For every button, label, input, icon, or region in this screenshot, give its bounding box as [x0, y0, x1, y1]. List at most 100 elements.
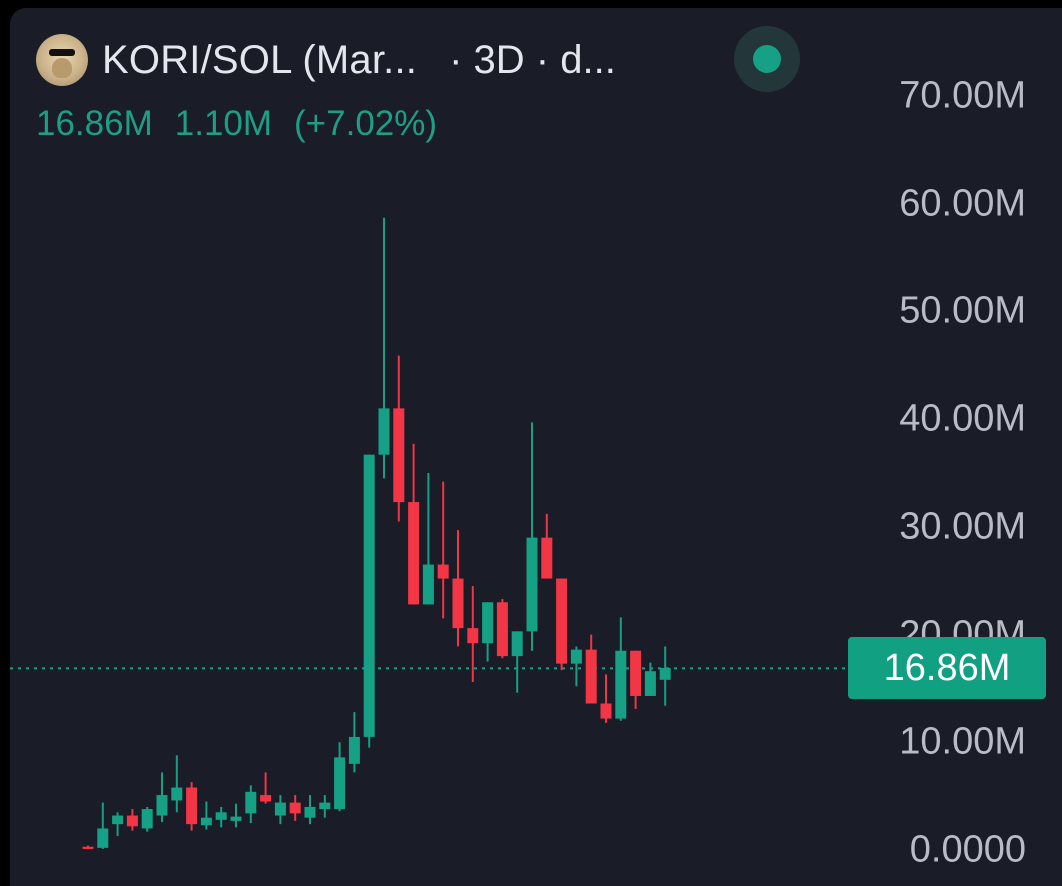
candle[interactable] [378, 217, 390, 479]
candle-body [334, 757, 346, 810]
candle[interactable] [215, 806, 227, 828]
change-value: 1.10M [174, 104, 273, 143]
current-price-tag: 16.86M [848, 637, 1046, 699]
candle-body [526, 537, 538, 632]
candle[interactable] [97, 802, 109, 849]
candle[interactable] [319, 795, 331, 818]
candle-body [126, 815, 138, 827]
candle-body [378, 408, 390, 455]
candle[interactable] [126, 809, 138, 831]
y-tick-label: 0.0000 [909, 828, 1026, 871]
candle-body [200, 817, 212, 826]
candle[interactable] [467, 586, 479, 682]
candle[interactable] [393, 355, 405, 522]
pair-title[interactable]: KORI/SOL (Mar... [102, 37, 418, 82]
candle-body [437, 564, 449, 579]
candle[interactable] [644, 662, 656, 696]
candle-body [422, 564, 434, 605]
candle[interactable] [112, 812, 124, 836]
candle[interactable] [334, 742, 346, 812]
candle[interactable] [171, 755, 183, 813]
candle[interactable] [186, 782, 198, 831]
candle[interactable] [260, 772, 272, 804]
candle-body [570, 649, 582, 664]
candle-body [393, 408, 405, 503]
candle[interactable] [437, 481, 449, 619]
candle-body [260, 795, 272, 802]
candle-body [363, 454, 375, 737]
candle[interactable] [274, 795, 286, 825]
candle[interactable] [541, 513, 553, 579]
candle-body [496, 602, 508, 657]
candle[interactable] [585, 634, 597, 704]
candle[interactable] [511, 631, 523, 693]
candle[interactable] [348, 712, 360, 773]
candle-body [112, 815, 124, 825]
chart-panel [10, 8, 1062, 886]
candle-body [304, 806, 316, 818]
candle-body [245, 791, 257, 814]
price-stats: 16.86M 1.10M (+7.02%) [36, 104, 437, 144]
chart-header: KORI/SOL (Mar... · 3D · d... [36, 30, 616, 90]
candle[interactable] [496, 599, 508, 659]
change-percent: (+7.02%) [294, 104, 438, 143]
candle-body [82, 846, 94, 849]
candle[interactable] [200, 801, 212, 830]
y-tick-label: 50.00M [899, 289, 1026, 332]
candle-body [600, 703, 612, 719]
candle-body [659, 667, 671, 680]
candle[interactable] [245, 785, 257, 824]
candle-body [452, 578, 464, 629]
y-tick-label: 30.00M [899, 505, 1026, 548]
candle-body [615, 650, 627, 719]
last-value: 16.86M [36, 104, 153, 143]
candle[interactable] [659, 646, 671, 706]
candle-body [289, 802, 301, 814]
interval-meta[interactable]: · 3D · d... [449, 37, 616, 82]
candle-body [556, 578, 568, 664]
candle-body [97, 828, 109, 848]
candle[interactable] [422, 473, 434, 605]
candle[interactable] [230, 803, 242, 828]
candle-body [186, 787, 198, 825]
candle-body [141, 809, 153, 829]
y-tick-label: 60.00M [899, 182, 1026, 225]
candle[interactable] [570, 646, 582, 687]
candle-body [644, 671, 656, 696]
candle[interactable] [82, 845, 94, 849]
candle-body [348, 736, 360, 764]
candle[interactable] [630, 650, 642, 709]
candle-body [511, 631, 523, 657]
candle[interactable] [556, 578, 568, 671]
current-price-label: 16.86M [883, 646, 1011, 689]
candle[interactable] [408, 443, 420, 605]
candles-group [82, 217, 671, 849]
candle-body [630, 650, 642, 696]
candle-body [408, 502, 420, 605]
candle[interactable] [289, 795, 301, 821]
candle[interactable] [141, 806, 153, 832]
candle[interactable] [156, 772, 168, 822]
meerkat-sunglasses-avatar-icon[interactable] [36, 34, 88, 86]
live-status-indicator[interactable] [734, 26, 800, 92]
candle-body [230, 816, 242, 821]
candle[interactable] [600, 674, 612, 723]
candle[interactable] [452, 530, 464, 647]
candle[interactable] [304, 795, 316, 825]
candle-body [541, 537, 553, 579]
candle-body [215, 812, 227, 820]
candle-body [467, 628, 479, 644]
candle-body [319, 802, 331, 810]
candle[interactable] [526, 422, 538, 651]
candle-body [156, 795, 168, 816]
candle-body [171, 787, 183, 801]
candle[interactable] [363, 454, 375, 748]
candle[interactable] [615, 617, 627, 721]
candle-body [585, 649, 597, 704]
y-tick-label: 10.00M [899, 720, 1026, 763]
y-tick-label: 70.00M [899, 74, 1026, 117]
live-dot-icon [753, 45, 781, 73]
y-tick-label: 40.00M [899, 397, 1026, 440]
candle[interactable] [482, 602, 494, 662]
